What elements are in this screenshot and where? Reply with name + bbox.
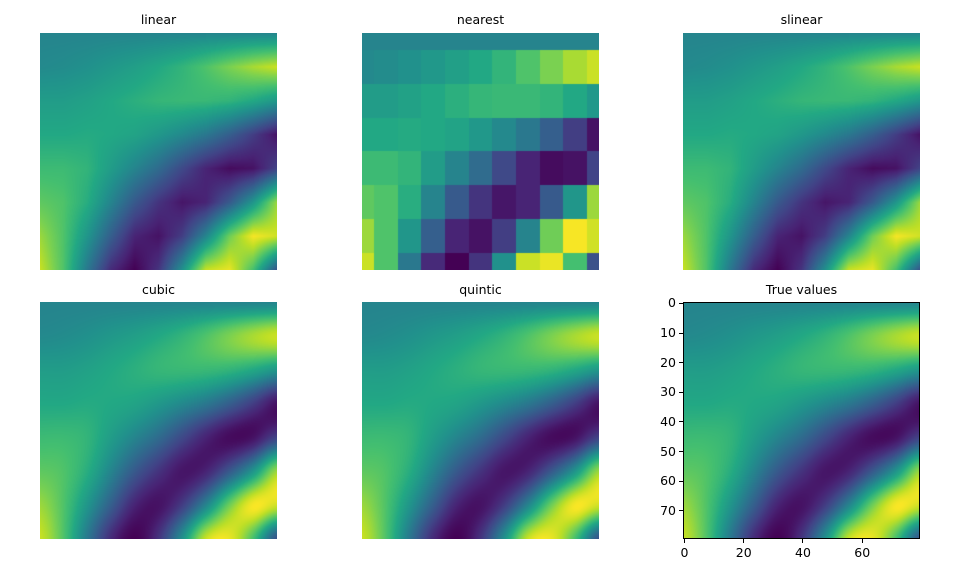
ytick-label: 30 bbox=[660, 384, 676, 400]
xtick-label: 0 bbox=[680, 545, 689, 560]
ytick-mark bbox=[679, 302, 683, 304]
ytick-mark bbox=[679, 391, 683, 393]
panel-title: cubic bbox=[141, 282, 176, 297]
panel-title: nearest bbox=[456, 12, 505, 27]
heatmap-nearest bbox=[362, 33, 599, 270]
xtick-label: 40 bbox=[795, 545, 811, 560]
heatmap-quintic bbox=[362, 302, 599, 539]
ytick-mark bbox=[679, 480, 683, 482]
heatmap-slinear bbox=[683, 33, 920, 270]
xtick-label: 20 bbox=[735, 545, 752, 560]
panel-title: quintic bbox=[459, 282, 502, 297]
xtick-mark bbox=[743, 539, 745, 543]
ytick-mark bbox=[679, 451, 683, 453]
ytick-mark bbox=[679, 510, 683, 512]
xtick-mark bbox=[861, 539, 863, 543]
heatmap-linear bbox=[40, 33, 277, 270]
ytick-label: 50 bbox=[660, 443, 676, 459]
xtick-mark bbox=[683, 539, 685, 543]
ytick-mark bbox=[679, 332, 683, 334]
panel-title: linear bbox=[140, 12, 177, 27]
panel-title: True values bbox=[765, 282, 838, 297]
xtick-mark bbox=[802, 539, 804, 543]
ytick-label: 10 bbox=[660, 325, 676, 341]
panel-title: slinear bbox=[780, 12, 823, 27]
ytick-mark bbox=[679, 362, 683, 364]
heatmap-cubic bbox=[40, 302, 277, 539]
heatmap-true-values bbox=[683, 302, 920, 539]
ytick-label: 70 bbox=[660, 502, 676, 518]
ytick-label: 20 bbox=[660, 354, 676, 370]
ytick-mark bbox=[679, 421, 683, 423]
xtick-label: 60 bbox=[854, 545, 871, 560]
ytick-label: 0 bbox=[668, 295, 676, 311]
ytick-label: 60 bbox=[660, 473, 676, 489]
ytick-label: 40 bbox=[660, 413, 676, 429]
